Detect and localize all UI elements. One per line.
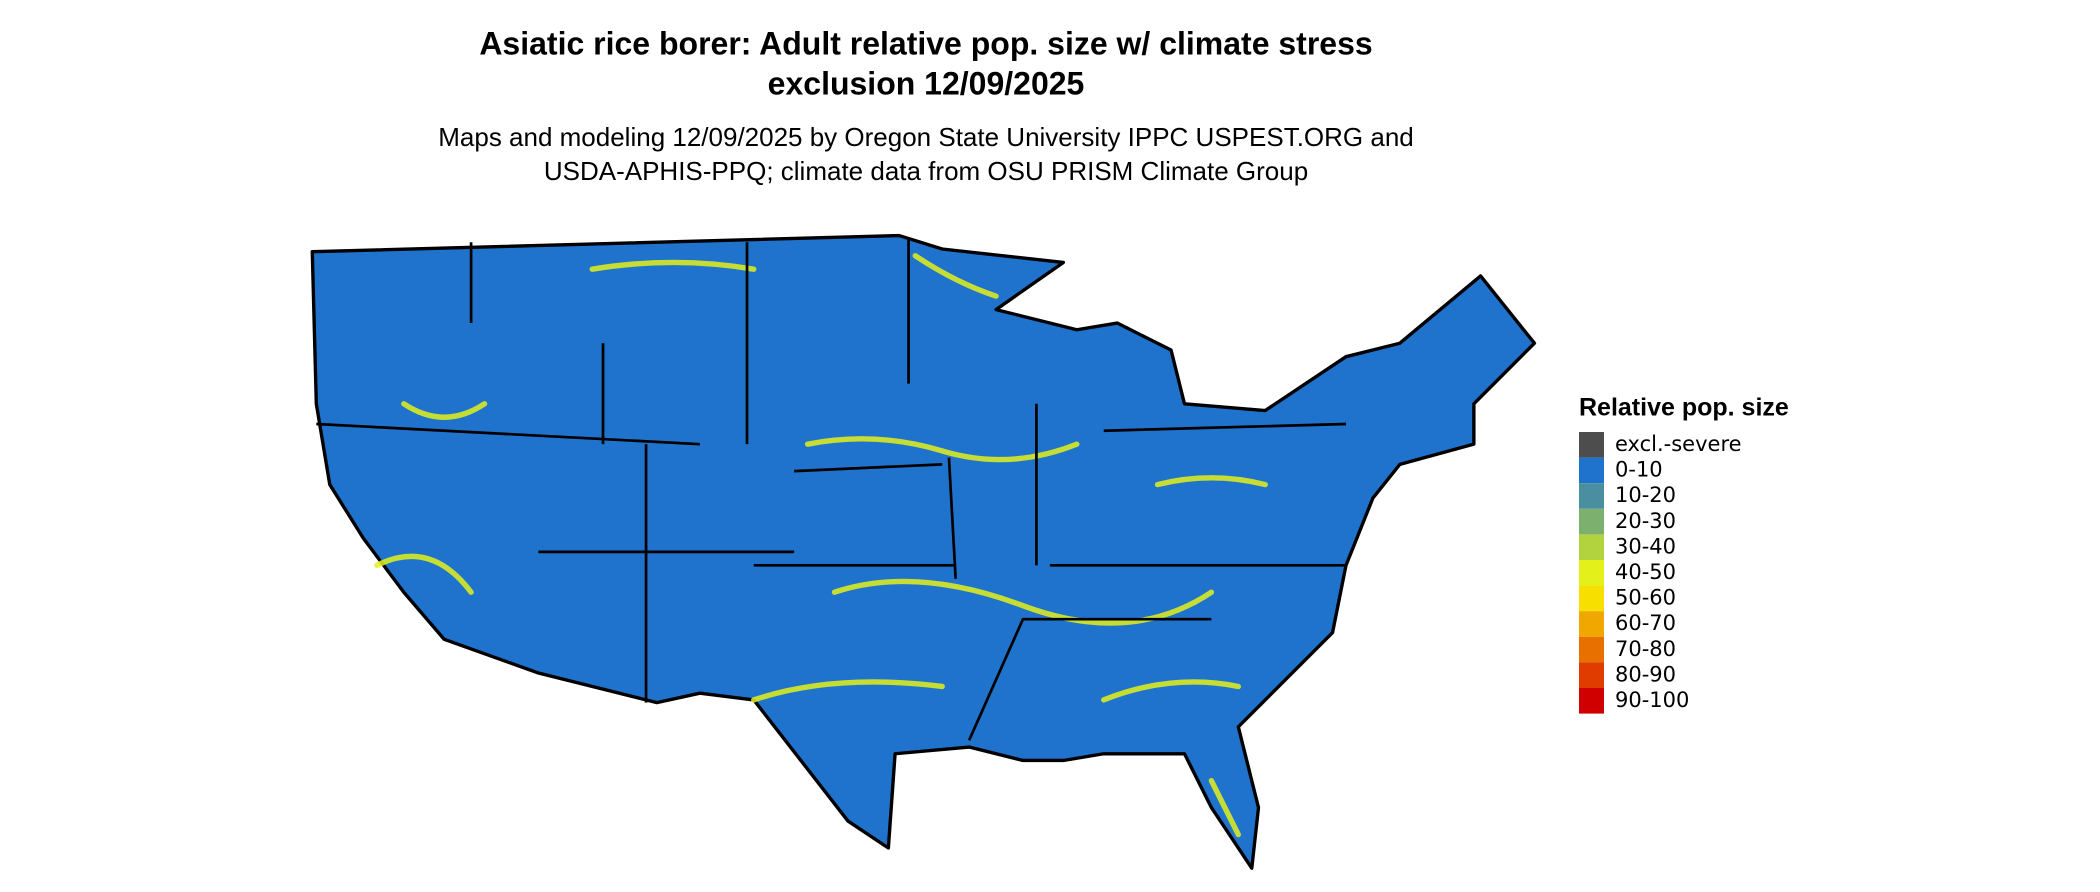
legend-label: 90-100 <box>1615 688 1689 712</box>
hotspot <box>831 578 1215 626</box>
legend-swatch <box>1579 508 1604 535</box>
us-map <box>310 233 1537 870</box>
subtitle: Maps and modeling 12/09/2025 by Oregon S… <box>438 122 1414 152</box>
legend-title: Relative pop. size <box>1579 394 1789 422</box>
hotspot <box>374 553 474 595</box>
hotspot <box>401 401 488 420</box>
legend-label: 0-10 <box>1615 458 1663 482</box>
legend-label: 10-20 <box>1615 483 1676 507</box>
legend-swatch <box>1579 585 1604 612</box>
subtitle: USDA-APHIS-PPQ; climate data from OSU PR… <box>544 156 1308 186</box>
legend-swatch <box>1579 688 1604 714</box>
legend-label: 20-30 <box>1615 509 1676 533</box>
legend-swatch <box>1579 457 1604 484</box>
legend-label: 80-90 <box>1615 662 1676 686</box>
legend-label: excl.-severe <box>1615 432 1742 456</box>
map <box>310 233 1537 870</box>
legend-label: 70-80 <box>1615 637 1676 661</box>
legend-swatch <box>1579 611 1604 637</box>
hotspot <box>1154 475 1268 488</box>
legend-swatch <box>1579 432 1604 458</box>
legend-swatch <box>1579 636 1604 663</box>
legend-label: 50-60 <box>1615 586 1676 610</box>
state-borders <box>316 239 1347 741</box>
legend: excl.-severe0-1010-2020-3030-4040-5050-6… <box>1579 432 1742 714</box>
hotspot <box>1208 777 1242 838</box>
title: exclusion 12/09/2025 <box>768 65 1085 101</box>
legend-swatch <box>1579 534 1604 560</box>
legend-label: 40-50 <box>1615 560 1676 584</box>
hotspot <box>1101 679 1242 703</box>
legend-label: 30-40 <box>1615 534 1676 558</box>
legend-swatch <box>1579 483 1604 509</box>
hotspot <box>912 253 999 299</box>
legend-swatch <box>1579 560 1604 586</box>
legend-label: 60-70 <box>1615 611 1676 635</box>
legend-swatch <box>1579 662 1604 688</box>
title: Asiatic rice borer: Adult relative pop. … <box>479 25 1372 61</box>
hotspot <box>751 679 945 703</box>
hotspot <box>589 259 757 272</box>
